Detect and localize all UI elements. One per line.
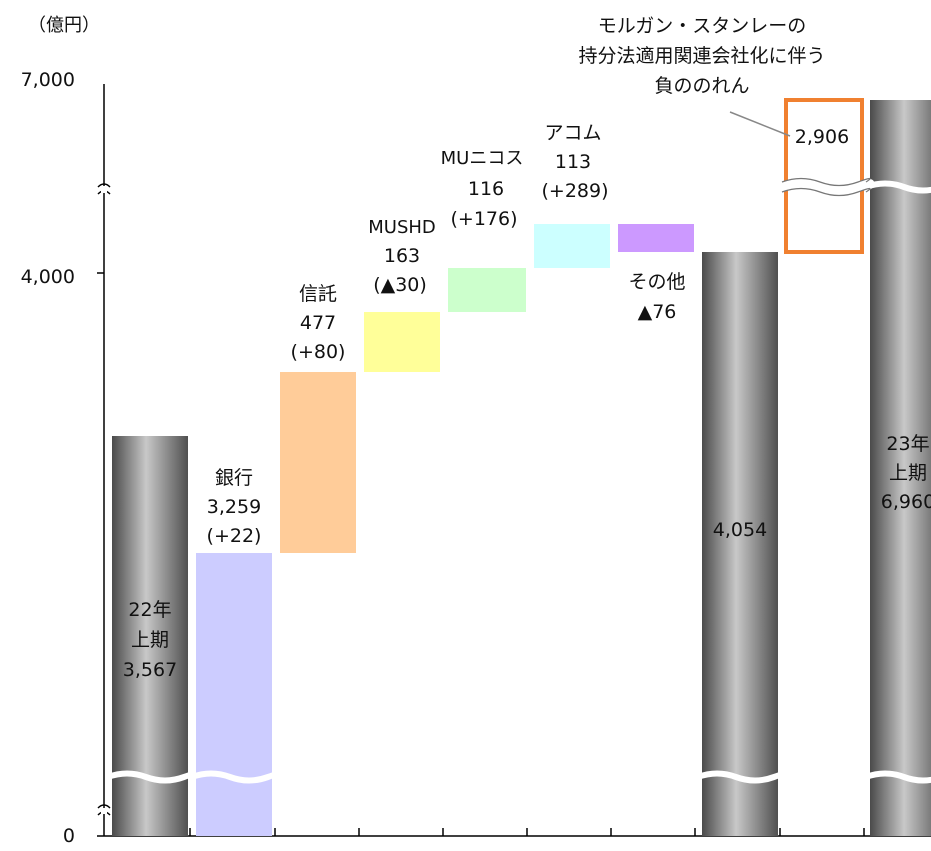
bar-value-label: 4,054 bbox=[713, 519, 767, 541]
bar-label: アコム bbox=[544, 122, 601, 144]
bar-step bbox=[196, 553, 272, 836]
callout-leader bbox=[729, 111, 791, 137]
callout-line: 負ののれん bbox=[654, 75, 749, 97]
axis-break-mark bbox=[97, 183, 111, 188]
bar-label: 上期 bbox=[131, 629, 169, 651]
bar-break-mark bbox=[780, 179, 875, 195]
bar-break-mark bbox=[781, 177, 871, 187]
bar-change-label: (+289) bbox=[541, 180, 608, 202]
bar-negative-goodwill: 2,906 bbox=[780, 98, 875, 254]
bar-break-mark bbox=[696, 770, 790, 784]
bar-value-label: 3,259 bbox=[207, 496, 261, 518]
bar-label: その他 bbox=[628, 271, 685, 293]
bar-change-label: (+176) bbox=[450, 208, 517, 230]
bar-value-label: 477 bbox=[300, 312, 336, 334]
bar-value-label: 2,906 bbox=[795, 126, 849, 148]
bar-label: 上期 bbox=[889, 462, 927, 484]
y-tick-label: 4,000 bbox=[21, 266, 75, 288]
bar-step bbox=[618, 224, 694, 252]
bar-23h1: 23年 上期 6,960 bbox=[864, 100, 931, 836]
bar-change-label: (+22) bbox=[207, 525, 262, 547]
bar-mushd: MUSHD 163 (▲30) bbox=[364, 217, 440, 372]
unit-label: （億円） bbox=[28, 15, 100, 36]
axis-break-mark bbox=[97, 804, 111, 809]
bar-municos: MUニコス 116 (+176) bbox=[441, 148, 526, 312]
bar-total-mid bbox=[702, 252, 778, 836]
bar-value-label: 163 bbox=[384, 245, 420, 267]
bar-subtotal: 4,054 bbox=[696, 252, 790, 836]
bar-other: その他 ▲76 bbox=[618, 224, 694, 323]
callout: モルガン・スタンレーの 持分法適用関連会社化に伴う 負ののれん bbox=[578, 15, 826, 137]
y-tick-label: 0 bbox=[63, 825, 75, 846]
callout-line: 持分法適用関連会社化に伴う bbox=[578, 45, 825, 67]
bar-label: MUSHD bbox=[368, 217, 436, 238]
bar-value-label: ▲76 bbox=[638, 301, 677, 323]
bar-22h1: 22年 上期 3,567 bbox=[106, 436, 200, 836]
bar-acom: アコム 113 (+289) bbox=[534, 122, 610, 268]
bar-label: MUニコス bbox=[441, 148, 524, 169]
bar-label: 信託 bbox=[299, 283, 337, 305]
bar-value-label: 116 bbox=[468, 178, 504, 200]
bar-break-mark bbox=[190, 770, 284, 784]
bar-change-label: (▲30) bbox=[373, 274, 427, 296]
bar-label: 22年 bbox=[128, 599, 171, 621]
bar-value-label: 3,567 bbox=[123, 659, 177, 681]
bar-label: 銀行 bbox=[215, 467, 253, 489]
bar-break-mark bbox=[781, 187, 871, 197]
bar-total-end bbox=[870, 100, 931, 836]
callout-line: モルガン・スタンレーの bbox=[598, 15, 806, 37]
bar-step bbox=[448, 268, 526, 312]
bar-total-start bbox=[112, 436, 188, 836]
bar-bank: 銀行 3,259 (+22) bbox=[190, 467, 284, 836]
bar-step bbox=[364, 312, 440, 372]
bar-label: 23年 bbox=[886, 433, 929, 455]
bar-trust: 信託 477 (+80) bbox=[280, 283, 356, 553]
bar-value-label: 6,960 bbox=[881, 491, 931, 513]
y-tick-label: 7,000 bbox=[21, 69, 75, 91]
y-axis bbox=[97, 84, 111, 837]
bar-step bbox=[534, 224, 610, 268]
bar-step bbox=[280, 372, 356, 553]
bar-value-label: 113 bbox=[555, 151, 591, 173]
bar-step-outlined bbox=[784, 98, 864, 254]
bar-change-label: (+80) bbox=[291, 341, 346, 363]
